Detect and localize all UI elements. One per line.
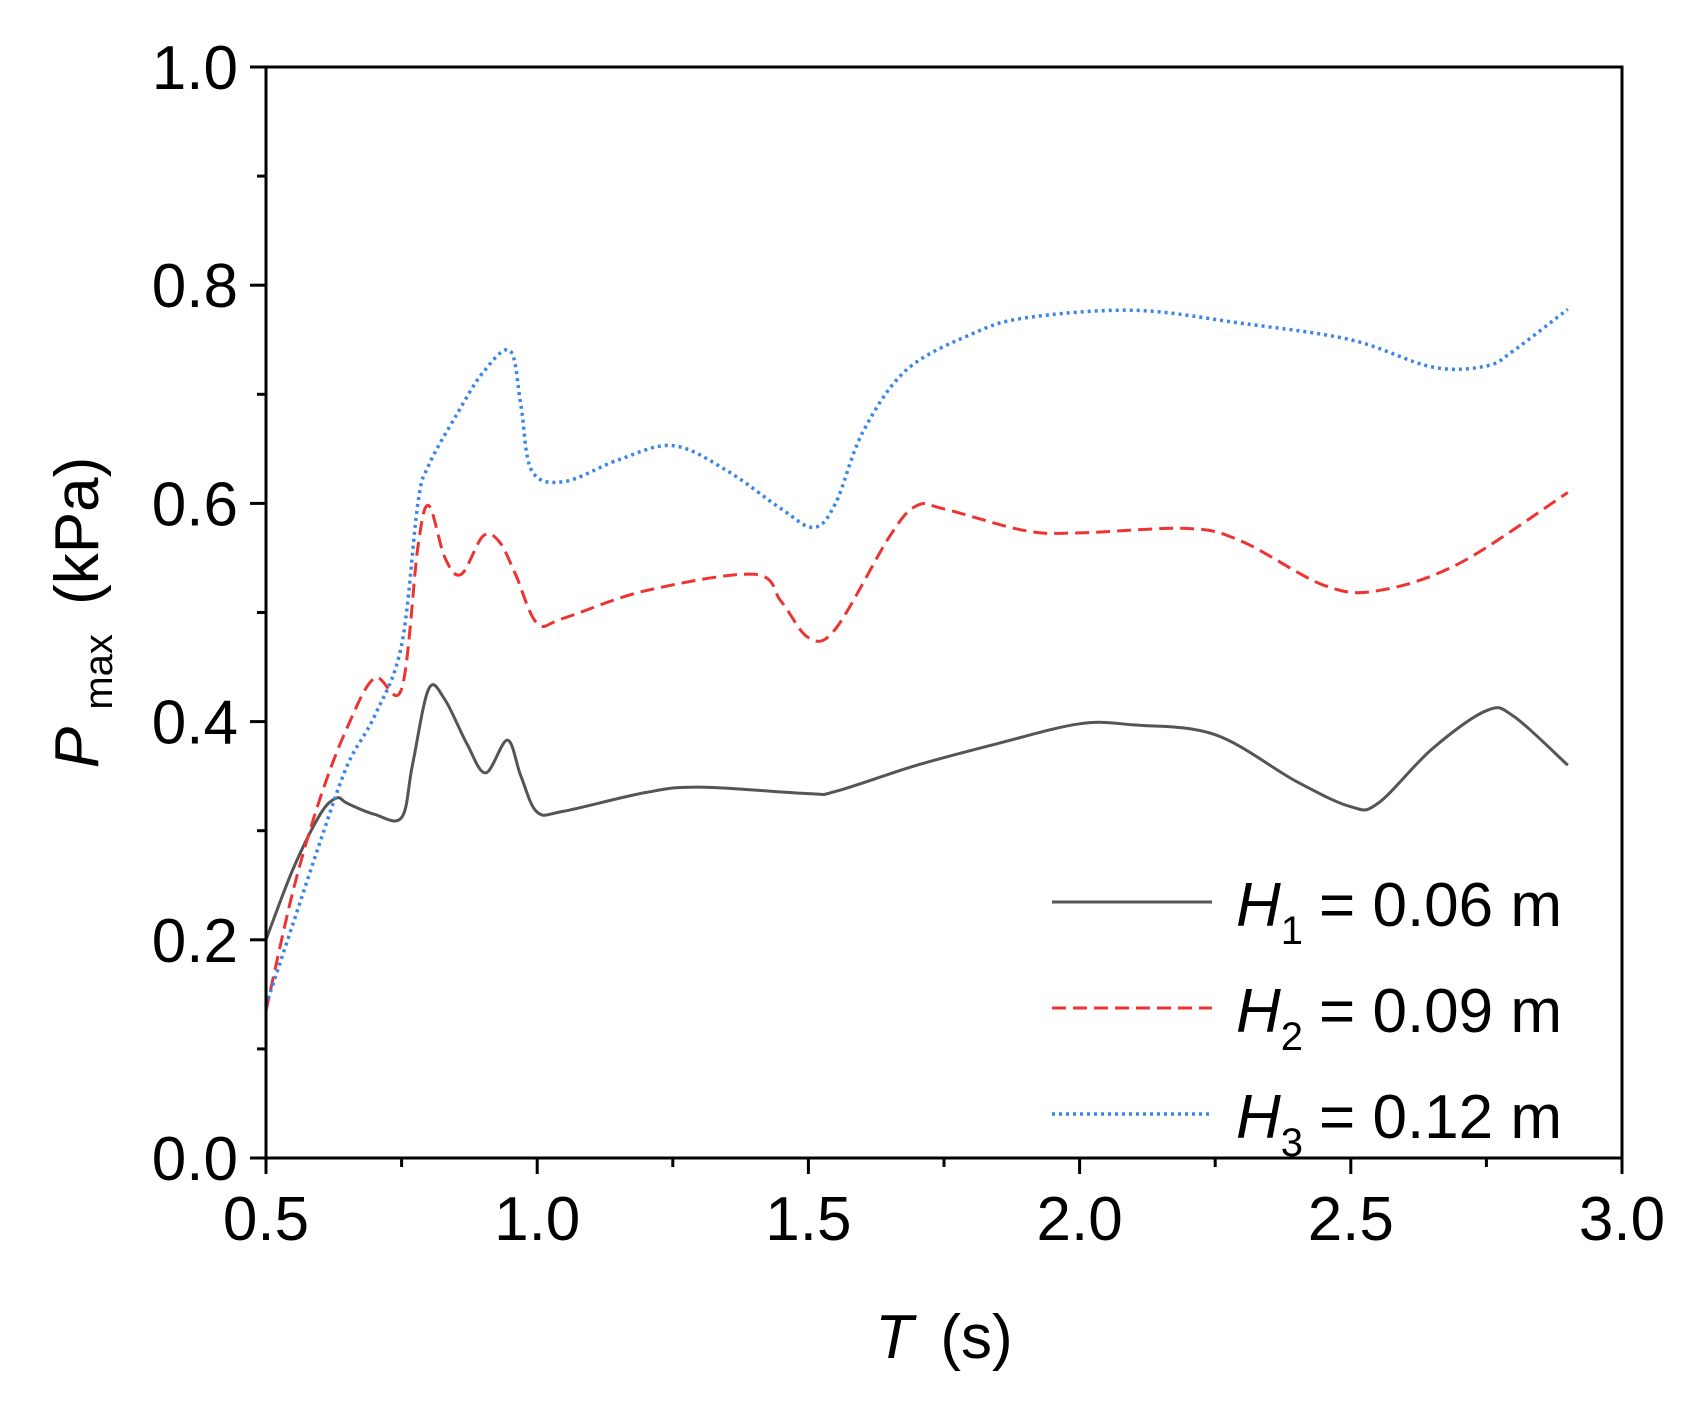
x-axis-symbol: T [875,1303,917,1372]
legend-value: = 0.12 m [1319,1083,1562,1152]
legend-symbol: H [1236,871,1281,940]
y-tick-label: 0.0 [152,1125,238,1194]
x-axis-title: T (s) [875,1303,1012,1372]
x-tick-label: 0.5 [223,1185,309,1254]
legend-symbol: H [1236,977,1281,1046]
x-tick-label: 2.5 [1308,1185,1394,1254]
x-axis: 0.5 1.0 1.5 2.0 2.5 3.0 [223,1158,1665,1254]
legend-subscript: 2 [1281,1015,1303,1059]
legend-value: = 0.09 m [1319,977,1562,1046]
legend-label-2: H2 = 0.09 m [1236,977,1562,1059]
legend-label-3: H3 = 0.12 m [1236,1083,1562,1165]
legend-value: = 0.06 m [1319,871,1562,940]
y-tick-label: 0.8 [152,252,238,321]
legend-subscript: 3 [1281,1121,1303,1165]
legend-subscript: 1 [1281,909,1303,953]
y-axis: 0.0 0.2 0.4 0.6 0.8 1.0 [152,34,266,1194]
y-axis-subscript: max [77,634,121,710]
series-line-2 [264,491,1569,1012]
legend-label-1: H1 = 0.06 m [1236,871,1562,953]
x-tick-label: 1.5 [765,1185,851,1254]
y-tick-label: 0.4 [152,689,238,758]
y-tick-label: 1.0 [152,34,238,103]
plot-area [264,307,1569,1012]
series-line-3 [264,307,1569,1006]
y-tick-label: 0.6 [152,470,238,539]
series-line-1 [264,683,1569,941]
y-axis-title: P max (kPa) [43,457,126,769]
x-tick-label: 1.0 [494,1185,580,1254]
legend-symbol: H [1236,1083,1281,1152]
y-axis-unit: (kPa) [43,457,112,605]
x-tick-label: 3.0 [1579,1185,1665,1254]
y-axis-symbol: P [43,727,112,768]
x-axis-unit: (s) [940,1303,1012,1372]
x-tick-label: 2.0 [1036,1185,1122,1254]
legend: H1 = 0.06 mH2 = 0.09 mH3 = 0.12 m [1052,871,1562,1165]
y-tick-label: 0.2 [152,907,238,976]
